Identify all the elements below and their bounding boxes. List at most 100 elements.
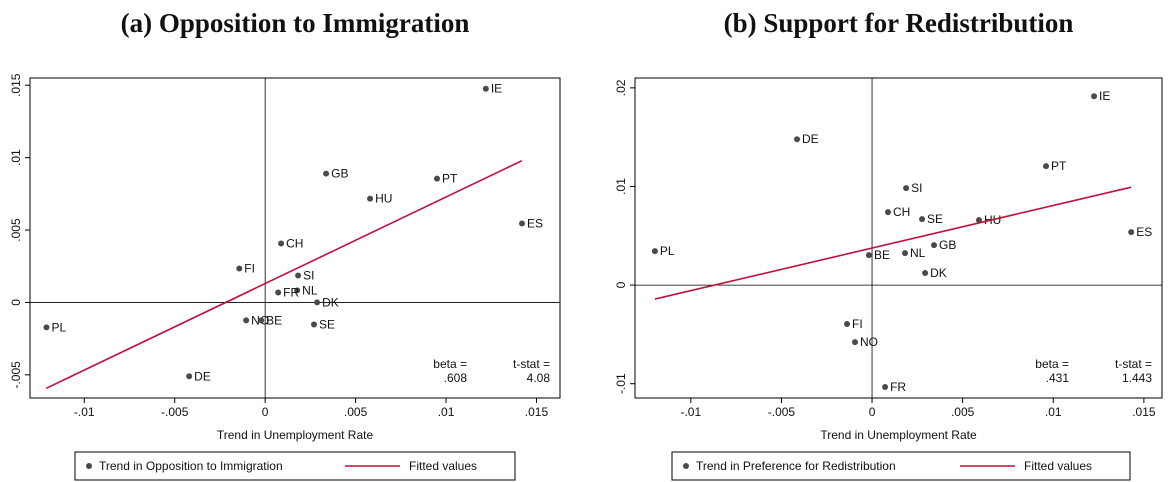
point-label: PL [51,320,66,334]
point-label: DK [930,266,947,280]
point-label: FR [890,380,906,394]
x-tick-label: .01 [438,405,455,419]
fitted-line [654,186,1132,300]
stat-annotation: .608 [444,371,468,385]
data-point [519,220,526,227]
y-tick-label: 0 [9,299,23,306]
x-tick-label: 0 [262,405,269,419]
data-point [922,270,929,277]
data-point [314,299,321,306]
x-axis-title: Trend in Unemployment Rate [820,428,977,442]
data-point [975,217,982,224]
data-point [295,272,302,279]
x-tick-label: -.005 [768,405,796,419]
data-point [884,209,891,216]
x-tick-label: -.01 [74,405,95,419]
point-label: ES [527,217,543,231]
point-label: PT [442,172,458,186]
x-tick-label: .015 [525,405,549,419]
y-tick-label: -.005 [9,361,23,389]
point-label: NO [860,335,878,349]
y-tick-label: 0 [614,281,628,288]
y-tick-label: .02 [614,79,628,96]
point-label: ES [1136,225,1152,239]
legend-box [74,451,516,481]
data-point [367,195,374,202]
stat-annotation: 1.443 [1122,371,1152,385]
point-label: GB [939,238,956,252]
data-point [794,136,801,143]
x-tick-label: .015 [1132,405,1156,419]
data-point [243,317,250,324]
fitted-line [45,159,523,390]
point-label: NL [302,283,318,297]
x-tick-label: 0 [869,405,876,419]
point-label: IE [491,82,502,96]
data-point [865,252,872,259]
legend-label: Fitted values [1024,459,1092,473]
point-label: DE [802,132,819,146]
stat-annotation: t-stat = [1115,357,1152,371]
point-label: PL [660,244,675,258]
point-label: IE [1099,89,1110,103]
x-tick-label: -.005 [161,405,189,419]
legend-marker [86,463,92,469]
data-point [852,339,859,346]
panel-title: (b) Support for Redistribution [724,8,1074,38]
data-point [482,85,489,92]
stat-annotation: beta = [1035,357,1069,371]
x-tick-label: .005 [951,405,975,419]
data-point [275,289,282,296]
stat-annotation: .431 [1046,371,1070,385]
point-label: SE [927,212,943,226]
y-tick-label: .01 [614,178,628,195]
plot-frame [29,77,561,399]
data-point [919,216,926,223]
x-axis-title: Trend in Unemployment Rate [217,428,374,442]
legend-label: Trend in Preference for Redistribution [696,459,896,473]
panel-title: (a) Opposition to Immigration [121,8,470,38]
stat-annotation: 4.08 [527,371,551,385]
data-point [278,240,285,247]
data-point [931,242,938,249]
data-point [1128,229,1135,236]
legend-box [671,451,1131,481]
data-point [433,175,440,182]
data-point [323,170,330,177]
point-label: NL [910,246,926,260]
data-point [903,185,910,192]
point-label: CH [893,205,910,219]
point-label: BE [266,313,282,327]
point-label: PT [1051,159,1067,173]
data-point [882,383,889,390]
data-point [651,248,658,255]
stat-annotation: beta = [433,357,467,371]
point-label: FI [244,262,255,276]
legend-label: Fitted values [409,459,477,473]
stat-annotation: t-stat = [513,357,550,371]
plot-frame [634,77,1163,399]
data-point [236,265,243,272]
legend-label: Trend in Opposition to Immigration [99,459,283,473]
point-label: BE [874,248,890,262]
y-tick-label: .01 [9,149,23,166]
point-label: CH [286,237,303,251]
x-tick-label: .005 [344,405,368,419]
y-tick-label: .005 [9,218,23,242]
data-point [902,250,909,257]
y-tick-label: .015 [9,73,23,97]
data-point [1091,93,1098,100]
point-label: SE [319,317,335,331]
data-point [844,321,851,328]
point-label: SI [911,181,922,195]
legend-marker [683,463,689,469]
point-label: GB [331,167,348,181]
data-point [43,324,50,331]
data-point [258,317,265,324]
x-tick-label: .01 [1045,405,1062,419]
x-tick-label: -.01 [680,405,701,419]
point-label: HU [375,192,392,206]
data-point [310,321,317,328]
data-point [186,373,193,380]
point-label: SI [303,269,314,283]
